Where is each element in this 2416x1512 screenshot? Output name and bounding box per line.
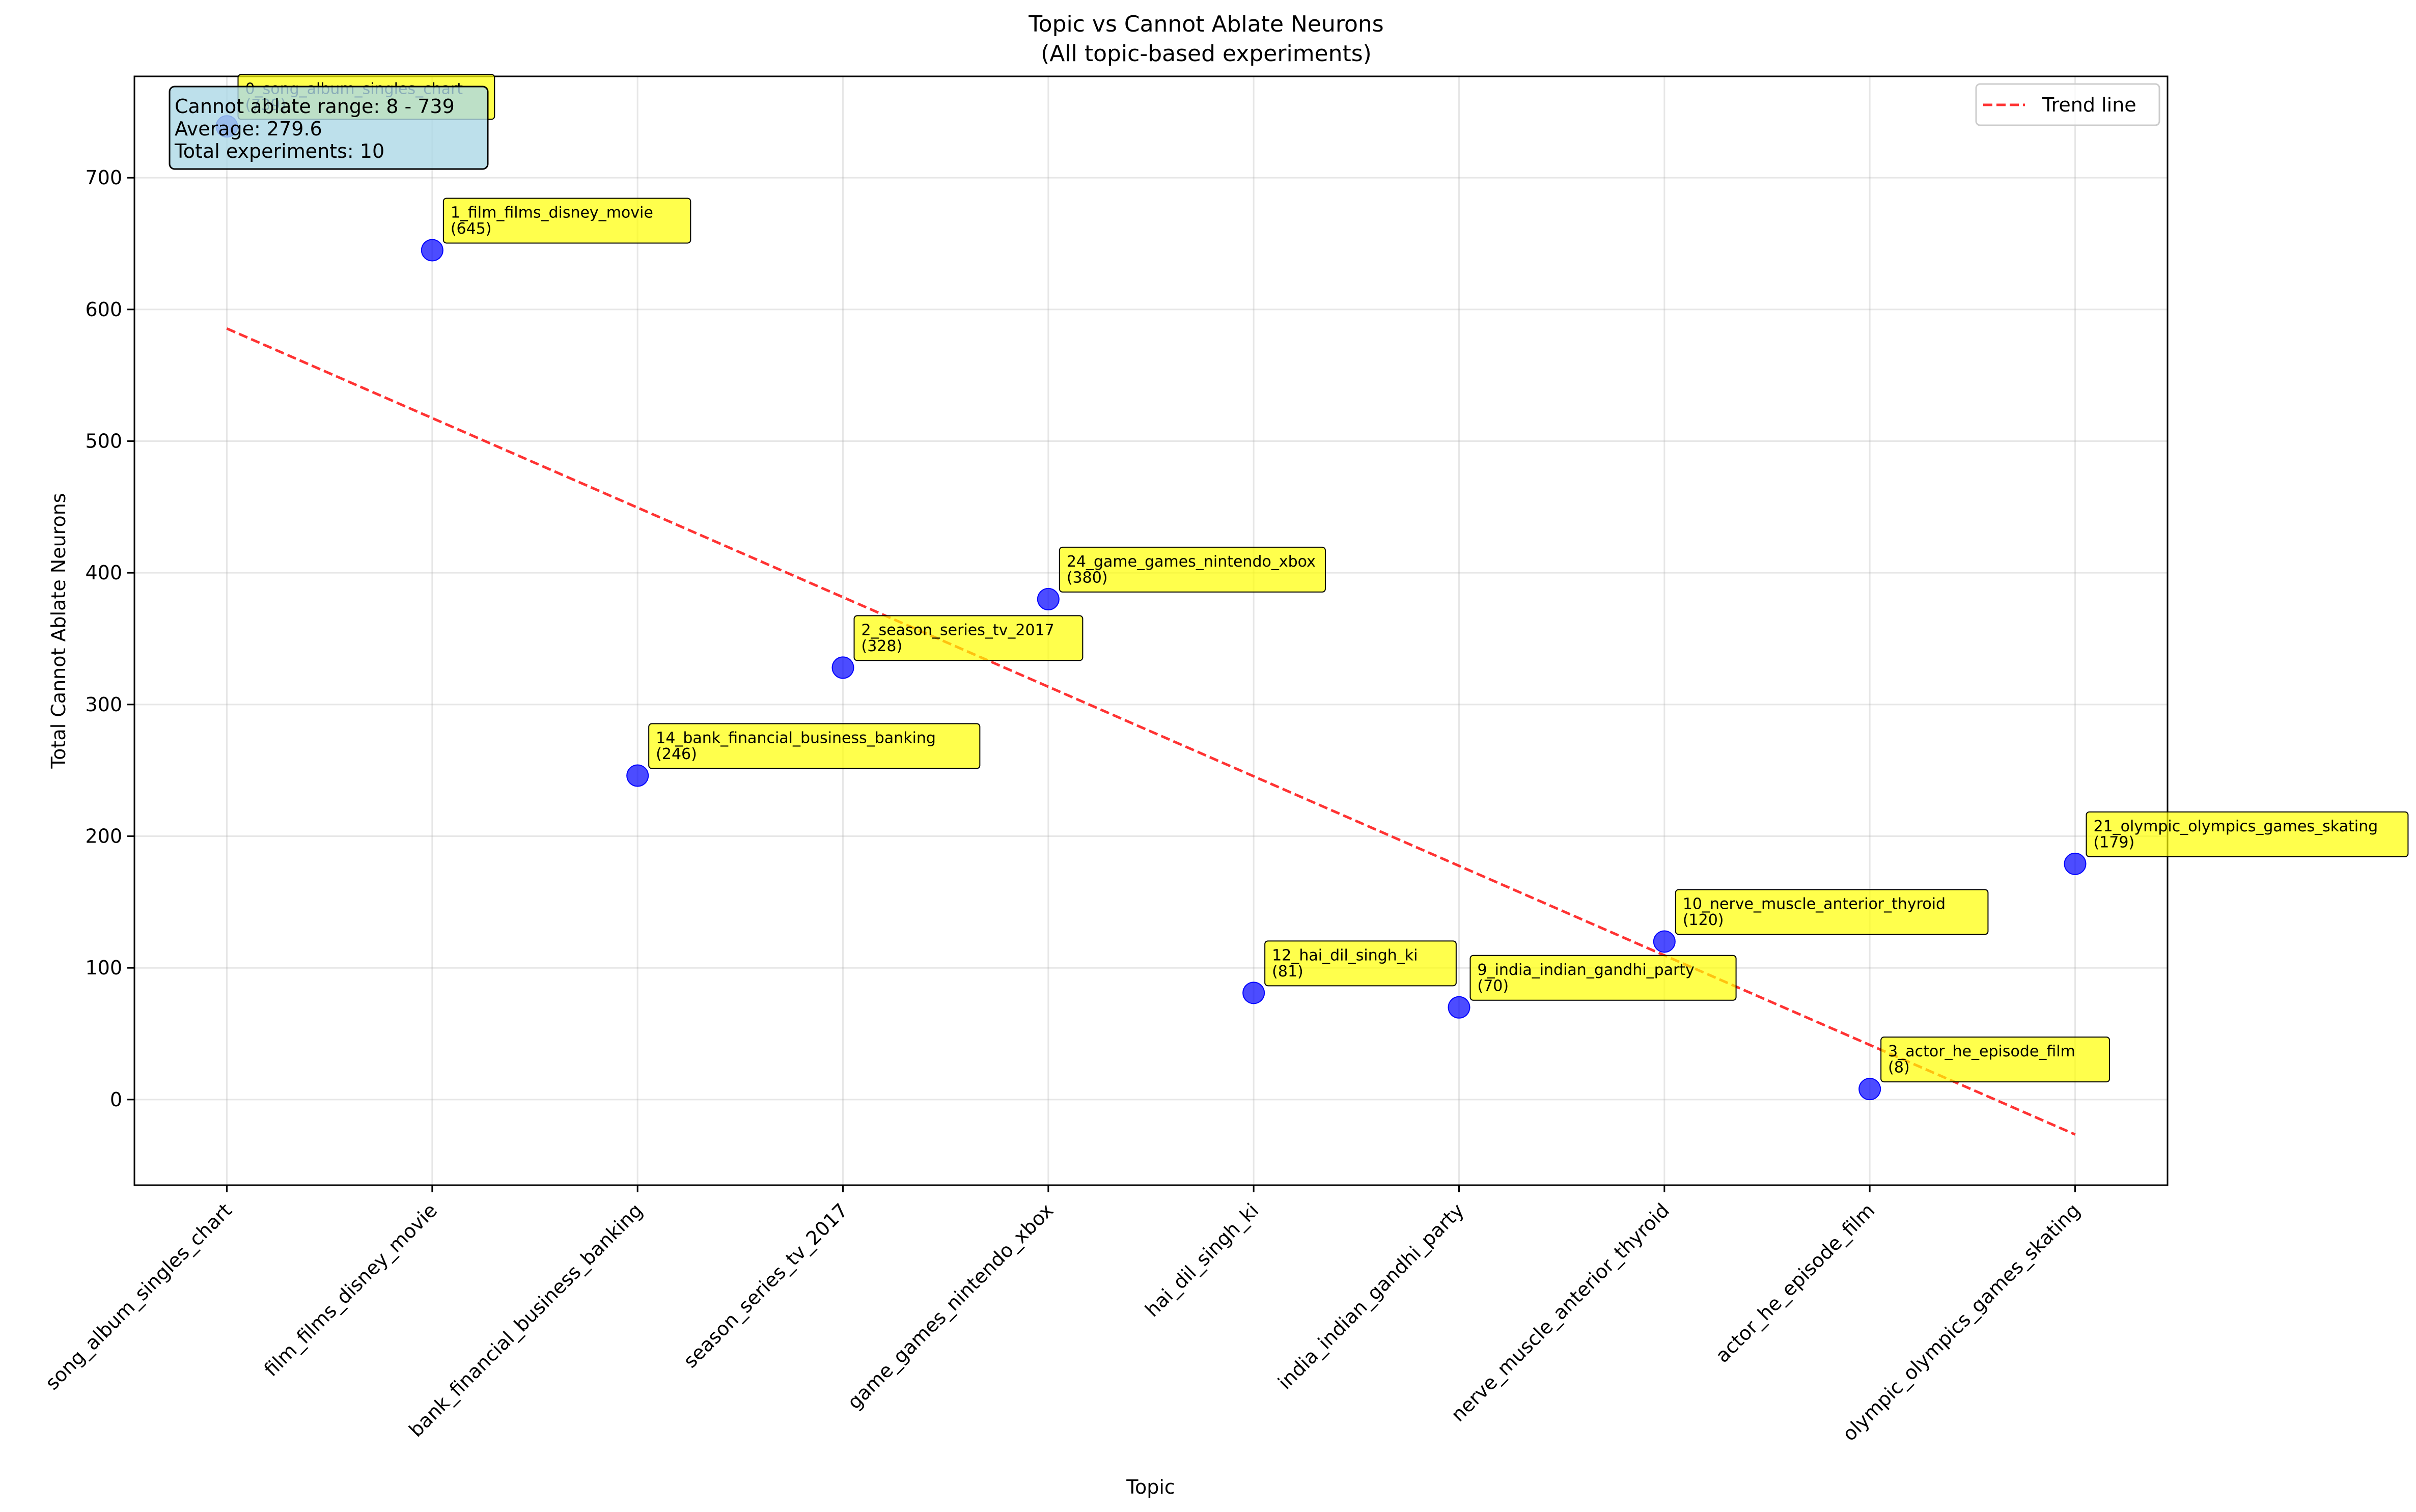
annotation: 1_film_films_disney_movie(645) — [442, 198, 691, 244]
plot-frame — [133, 75, 2169, 1186]
annotation: 12_hai_dil_singh_ki(81) — [1264, 940, 1457, 987]
y-tick-label: 100 — [85, 957, 122, 979]
legend: Trend line — [1975, 83, 2160, 126]
annotation: 3_actor_he_episode_film(8) — [1880, 1037, 2110, 1083]
y-tick-label: 500 — [85, 430, 122, 453]
annotation: 2_season_series_tv_2017(328) — [853, 615, 1084, 661]
y-axis: 0 100 200 300 400 500 600 700 — [85, 166, 134, 1111]
annotation: 9_india_indian_gandhi_party(70) — [1469, 955, 1737, 1001]
stats-line: Average: 279.6 — [175, 118, 322, 140]
legend-frame — [1975, 83, 2160, 126]
annotation-topic-label: 9_india_indian_gandhi_party — [1478, 961, 1695, 979]
trend-line-group — [226, 327, 2076, 1136]
y-tick-label: 400 — [85, 562, 122, 584]
annotation-box — [1469, 955, 1737, 1001]
annotation-value-label: (8) — [1888, 1059, 1910, 1077]
annotation: 24_game_games_nintendo_xbox(380) — [1059, 546, 1326, 593]
annotation-value-label: (328) — [862, 637, 903, 655]
data-point — [421, 239, 443, 262]
trend-line — [226, 327, 2076, 1136]
annotation-topic-label: 3_actor_he_episode_film — [1888, 1043, 2075, 1060]
annotation-value-label: (246) — [656, 745, 697, 763]
chart-subtitle: (All topic-based experiments) — [1041, 41, 1372, 67]
annotation-box — [1059, 546, 1326, 593]
point-annotations: 0_song_album_singles_chart(739)1_film_fi… — [237, 74, 2409, 1083]
annotation-topic-label: 14_bank_financial_business_banking — [656, 730, 936, 747]
data-point — [831, 656, 854, 679]
data-point — [1858, 1078, 1881, 1101]
annotation-box — [1675, 889, 1989, 935]
y-tick-label: 0 — [110, 1088, 122, 1111]
data-point — [1653, 930, 1676, 953]
annotation-topic-label: 21_olympic_olympics_games_skating — [2094, 818, 2378, 835]
stats-line: Total experiments: 10 — [174, 140, 384, 162]
data-point — [1242, 982, 1265, 1004]
annotation: 21_olympic_olympics_games_skating(179) — [2086, 811, 2409, 857]
data-point — [2064, 852, 2087, 875]
y-axis-label: Total Cannot Ablate Neurons — [47, 493, 70, 769]
annotation-value-label: (81) — [1272, 963, 1303, 981]
annotation-box — [442, 198, 691, 244]
annotation-topic-label: 1_film_films_disney_movie — [451, 204, 653, 221]
y-tick-label: 200 — [85, 825, 122, 848]
legend-label: Trend line — [2042, 94, 2136, 116]
data-point — [1037, 587, 1060, 610]
chart-title: Topic vs Cannot Ablate Neurons — [1028, 11, 1383, 37]
annotation-box — [648, 723, 981, 769]
annotation-topic-label: 2_season_series_tv_2017 — [862, 621, 1054, 639]
stats-line: Cannot ablate range: 8 - 739 — [175, 95, 455, 118]
annotation-value-label: (645) — [451, 220, 492, 238]
annotation-box — [1880, 1037, 2110, 1083]
data-point — [626, 764, 649, 787]
y-tick-label: 300 — [85, 693, 122, 716]
annotation-topic-label: 10_nerve_muscle_anterior_thyroid — [1683, 895, 1946, 913]
grid — [134, 76, 2168, 1185]
stats-box-background — [169, 86, 489, 170]
y-tick-label: 600 — [85, 298, 122, 321]
annotation-value-label: (179) — [2094, 833, 2135, 851]
annotation-value-label: (380) — [1067, 569, 1108, 586]
annotation-topic-label: 24_game_games_nintendo_xbox — [1067, 553, 1316, 571]
annotation-value-label: (70) — [1478, 977, 1509, 995]
data-point — [1448, 996, 1470, 1019]
y-tick-label: 700 — [85, 166, 122, 189]
annotation-topic-label: 12_hai_dil_singh_ki — [1272, 946, 1418, 964]
annotation-box — [2086, 811, 2409, 857]
annotation-value-label: (120) — [1683, 911, 1724, 929]
annotation: 14_bank_financial_business_banking(246) — [648, 723, 981, 769]
x-axis-label: Topic — [1126, 1476, 1175, 1498]
annotation-box — [1264, 940, 1457, 987]
annotation-box — [853, 615, 1084, 661]
annotation: 10_nerve_muscle_anterior_thyroid(120) — [1675, 889, 1989, 935]
